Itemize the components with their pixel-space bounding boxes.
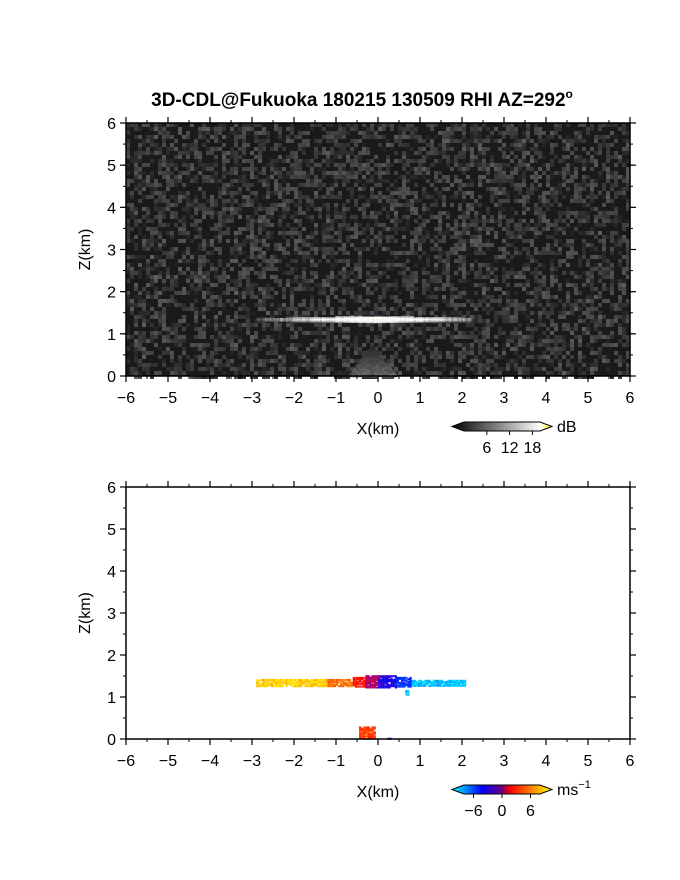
x-tick-label: 2 bbox=[458, 390, 467, 407]
colorbar-tick-label: 12 bbox=[501, 440, 519, 457]
y-axis-label: Z(km) bbox=[77, 229, 94, 271]
y-tick-label: 6 bbox=[107, 116, 116, 133]
y-tick-label: 1 bbox=[107, 690, 116, 707]
velocity-segment-5 bbox=[394, 676, 412, 688]
velocity-segment-2 bbox=[352, 676, 366, 688]
velocity-segment-4 bbox=[378, 675, 397, 689]
colorbar-tick-label: 0 bbox=[498, 803, 507, 820]
velocity-segment-0 bbox=[256, 678, 330, 688]
x-tick-label: −4 bbox=[201, 390, 219, 407]
x-tick-label: 1 bbox=[416, 753, 425, 770]
velocity-plot-area bbox=[126, 487, 630, 740]
x-tick-label: −3 bbox=[243, 390, 261, 407]
velocity-segment-7 bbox=[405, 689, 410, 696]
snr-axes: −6 −5 −4 −3 −2 −1 0 1 2 3 4 5 6 0 1 2 3 4 5 6 X(km) Z(km) bbox=[77, 116, 636, 438]
y-tick-label: 2 bbox=[107, 648, 116, 665]
y-tick-label: 5 bbox=[107, 522, 116, 539]
x-tick-label: 4 bbox=[542, 753, 551, 770]
y-tick-label: 5 bbox=[107, 158, 116, 175]
plot-background bbox=[126, 487, 630, 739]
y-tick-label: 6 bbox=[107, 480, 116, 497]
x-axis-label: X(km) bbox=[357, 421, 400, 438]
colorbar-bar bbox=[450, 784, 554, 795]
colorbar-tick-label: 18 bbox=[524, 440, 542, 457]
x-tick-label: 3 bbox=[500, 390, 509, 407]
colorbar-unit: ms−1 bbox=[557, 779, 591, 799]
x-tick-label: −2 bbox=[285, 753, 303, 770]
colorbar-tick-label: −6 bbox=[464, 803, 482, 820]
x-tick-label: 0 bbox=[374, 753, 383, 770]
snr-colorbar: 6 12 18 dB bbox=[450, 419, 577, 457]
velocity-segment-6 bbox=[411, 679, 467, 687]
y-tick-label: 0 bbox=[107, 732, 116, 749]
colorbar-tick-label: 6 bbox=[482, 440, 491, 457]
velocity-axes: −6 −5 −4 −3 −2 −1 0 1 2 3 4 5 6 0 1 2 3 4 5 6 X(km) Z(km) bbox=[77, 480, 636, 801]
x-tick-label: 2 bbox=[458, 753, 467, 770]
y-tick-label: 1 bbox=[107, 327, 116, 344]
y-tick-label: 0 bbox=[107, 369, 116, 386]
x-tick-label: 5 bbox=[584, 753, 593, 770]
snr-plot-area bbox=[126, 123, 630, 379]
x-tick-label: 3 bbox=[500, 753, 509, 770]
x-tick-label: 0 bbox=[374, 390, 383, 407]
x-tick-label: −4 bbox=[201, 753, 219, 770]
y-axis-label: Z(km) bbox=[77, 592, 94, 634]
velocity-segment-1 bbox=[327, 678, 353, 688]
x-tick-label: −5 bbox=[159, 753, 177, 770]
x-tick-label: −1 bbox=[327, 753, 345, 770]
x-tick-label: 4 bbox=[542, 390, 551, 407]
colorbar-bar bbox=[450, 421, 554, 432]
y-tick-label: 2 bbox=[107, 285, 116, 302]
y-tick-label: 4 bbox=[107, 200, 116, 217]
x-tick-label: −1 bbox=[327, 390, 345, 407]
velocity-colorbar: −6 0 6 ms−1 bbox=[450, 779, 591, 820]
x-tick-label: −2 bbox=[285, 390, 303, 407]
x-tick-label: 1 bbox=[416, 390, 425, 407]
x-tick-label: 6 bbox=[626, 390, 635, 407]
velocity-segment-8 bbox=[359, 726, 376, 740]
x-tick-label: −3 bbox=[243, 753, 261, 770]
snr-feature-0 bbox=[256, 316, 472, 324]
x-tick-label: −5 bbox=[159, 390, 177, 407]
x-axis-label: X(km) bbox=[357, 784, 400, 801]
y-tick-label: 3 bbox=[107, 243, 116, 260]
x-tick-label: 5 bbox=[584, 390, 593, 407]
x-tick-label: 6 bbox=[626, 753, 635, 770]
x-tick-label: −6 bbox=[117, 753, 135, 770]
colorbar-tick-label: 6 bbox=[526, 803, 535, 820]
y-tick-label: 3 bbox=[107, 606, 116, 623]
figure-title: 3D-CDL@Fukuoka 180215 130509 RHI AZ=292o bbox=[151, 87, 573, 111]
y-tick-label: 4 bbox=[107, 564, 116, 581]
x-tick-label: −6 bbox=[117, 390, 135, 407]
colorbar-unit: dB bbox=[557, 419, 577, 436]
